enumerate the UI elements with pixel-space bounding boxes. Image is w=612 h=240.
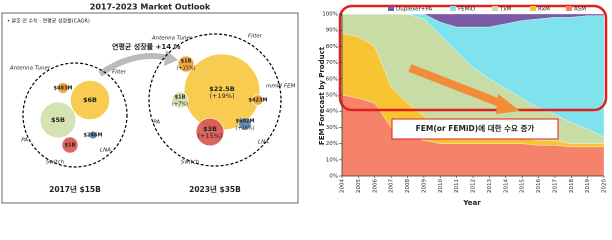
growth-label: 연평균 성장률 +14 % [112, 42, 181, 51]
bubble [195, 117, 225, 147]
y-tick-label: 30% [326, 125, 338, 131]
legend-label: TxM [499, 7, 512, 13]
legend-swatch [492, 6, 498, 11]
group-outline [148, 33, 282, 167]
x-tick-label: 2018 [569, 179, 575, 193]
bubble-value: $246M [84, 133, 103, 139]
bubble-name: Switch [46, 160, 65, 166]
legend-swatch [566, 6, 572, 11]
growth-arrow [98, 53, 169, 77]
x-axis-label: Year [462, 199, 481, 207]
bubble [88, 130, 98, 140]
y-tick-label: 60% [326, 76, 338, 82]
bubble-value: $602M [236, 119, 255, 125]
x-tick-label: 2014 [503, 179, 509, 193]
legend-swatch [450, 6, 456, 11]
x-tick-label: 2013 [487, 179, 493, 193]
left-subtitle: • 괄호 안 수치 : 연평균 성장률(CAGR) [7, 18, 90, 25]
x-tick-label: 2016 [536, 179, 542, 193]
highlight-box [338, 4, 608, 112]
bubble-name: Antenna Tuner [9, 66, 51, 72]
x-tick-label: 2006 [372, 179, 378, 193]
bubble-growth: (+15%) [176, 66, 195, 72]
bubble-name: mmW FEM [266, 84, 296, 90]
group-outline [22, 62, 128, 168]
bubble-value: $6B [83, 96, 97, 104]
x-tick-label: 2005 [356, 179, 362, 193]
bubble-value: $1B [175, 95, 186, 101]
annotation-box [391, 118, 559, 140]
bubble-value: $483M [54, 86, 73, 92]
left-title: 2017-2023 Market Outlook [90, 3, 211, 12]
growth-arrow-head [164, 50, 178, 66]
bubble [171, 91, 189, 109]
y-tick-label: 90% [326, 28, 338, 34]
bubble [238, 117, 252, 131]
bubble [252, 94, 264, 106]
trend-arrow-head [496, 94, 520, 114]
x-tick-label: 2012 [471, 179, 477, 193]
area [342, 13, 605, 28]
x-tick-label: 2008 [405, 179, 411, 193]
y-tick-label: 100% [322, 12, 338, 18]
bubble-growth: (+16%) [235, 126, 254, 132]
y-tick-label: 0% [329, 174, 338, 180]
legend-label: RxM [538, 7, 550, 13]
x-tick-label: 2007 [389, 179, 395, 193]
trend-arrow [408, 64, 507, 109]
legend-label: Duplexer+PA [396, 7, 432, 13]
bubble-name: PA [153, 120, 160, 126]
y-tick-label: 20% [326, 141, 338, 147]
bubble-value: $3B [203, 125, 217, 133]
bubble-name: Antenna Tuner [151, 36, 193, 42]
bubble [177, 55, 195, 73]
page: 2017-2023 Market Outlook • 괄호 안 수치 : 연평균… [1, 3, 608, 207]
bubble-growth: (+19%) [210, 92, 235, 100]
bubble-name: LNA [100, 148, 111, 154]
x-tick-label: 2020 [602, 179, 608, 193]
y-tick-label: 40% [326, 109, 338, 115]
x-tick-label: 2011 [454, 179, 460, 193]
bubble [61, 136, 79, 154]
legend-label: FEMiD [458, 7, 475, 13]
group-label: 2023년 $35B [189, 184, 241, 194]
x-tick-label: 2017 [552, 179, 558, 193]
bubble-name: Switch [181, 160, 200, 166]
bubble-value: $22.5B [209, 85, 235, 93]
y-tick-label: 10% [326, 157, 338, 163]
bubble-value: $1B [65, 143, 76, 149]
legend-swatch [388, 6, 394, 11]
x-tick-label: 2015 [520, 179, 526, 193]
y-axis-label: FEM Forecast by Product [318, 46, 326, 145]
bubble [57, 82, 69, 94]
legend-label: ASM [574, 7, 586, 13]
y-tick-label: 70% [326, 60, 338, 66]
bubble-growth: (+7%) [172, 102, 188, 108]
bubble-value: $5B [51, 116, 65, 124]
group-label: 2017년 $15B [49, 184, 101, 194]
x-tick-label: 2004 [340, 179, 346, 193]
bubble [70, 80, 110, 120]
bubble-value: $423M [249, 98, 268, 104]
y-tick-label: 80% [326, 44, 338, 50]
bubble-growth: (+15%) [198, 132, 223, 140]
bubble-name: PA [21, 138, 28, 144]
bubble-value: $1B [181, 59, 192, 65]
bubble-name: LNA [258, 140, 269, 146]
legend-swatch [530, 6, 536, 11]
bubble [39, 101, 77, 139]
bubble-name: Filter [248, 34, 263, 40]
x-tick-label: 2010 [438, 179, 444, 193]
y-tick-label: 50% [326, 93, 338, 99]
x-tick-label: 2019 [585, 179, 591, 193]
annotation: FEM(or FEMiD)에 대한 수요 증가 [416, 123, 535, 133]
left-frame [1, 12, 299, 204]
x-tick-label: 2009 [421, 179, 427, 193]
bubble-name: Filter [112, 70, 127, 76]
